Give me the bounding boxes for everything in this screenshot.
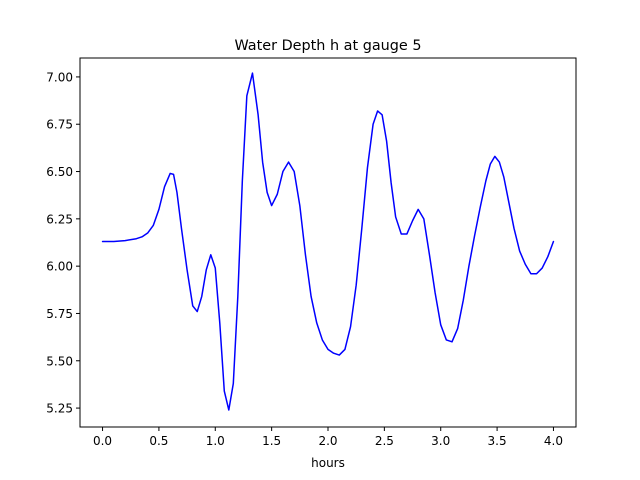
x-tick-label: 3.0 (431, 434, 450, 448)
chart-title: Water Depth h at gauge 5 (234, 38, 421, 54)
x-tick-label: 2.5 (375, 434, 394, 448)
x-tick-label: 4.0 (544, 434, 563, 448)
plot-area: 0.0 0.5 1.0 1.5 2.0 2.5 3.0 3.5 4.0 5.25 5.50 5.75 6… (46, 57, 577, 448)
x-tick-label: 1.0 (206, 434, 225, 448)
y-tick-label: 6.00 (46, 260, 73, 274)
y-tick-label: 5.25 (46, 402, 73, 416)
series-line-0 (101, 72, 555, 411)
y-tick-label: 5.50 (46, 354, 73, 368)
x-tick-label: 0.5 (149, 434, 168, 448)
y-tick-label: 6.50 (46, 165, 73, 179)
y-tick-label: 6.75 (46, 118, 73, 132)
y-tick-label: 6.25 (46, 212, 73, 226)
y-tick-label: 5.75 (46, 307, 73, 321)
x-tick-label: 3.5 (488, 434, 507, 448)
x-tick-label: 2.0 (318, 434, 337, 448)
x-tick-label: 1.5 (262, 434, 281, 448)
y-tick-label: 7.00 (46, 70, 73, 84)
x-tick-label: 0.0 (93, 434, 112, 448)
x-axis-title: hours (311, 456, 345, 470)
